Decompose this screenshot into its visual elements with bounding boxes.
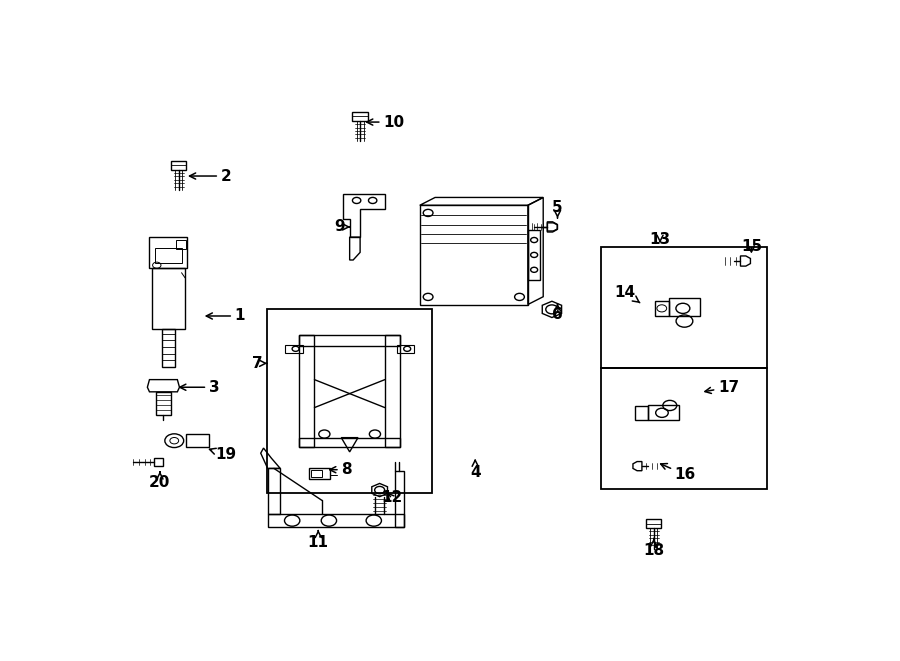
Bar <box>669 298 700 316</box>
Bar <box>601 247 767 368</box>
Text: 15: 15 <box>741 239 762 254</box>
Text: 20: 20 <box>149 472 171 490</box>
Bar <box>528 230 540 280</box>
Bar <box>285 345 302 352</box>
Bar <box>299 335 400 346</box>
Text: 18: 18 <box>644 539 664 558</box>
Text: 6: 6 <box>552 304 562 322</box>
Bar <box>385 335 400 447</box>
Bar <box>151 268 185 329</box>
Bar <box>267 514 404 527</box>
Text: 17: 17 <box>705 380 739 395</box>
Text: 13: 13 <box>650 231 670 247</box>
Bar <box>655 301 669 316</box>
Bar <box>601 368 767 489</box>
Bar <box>162 329 175 367</box>
Text: 12: 12 <box>381 490 402 505</box>
Bar <box>155 248 182 263</box>
Text: 9: 9 <box>334 219 349 235</box>
Bar <box>267 309 432 492</box>
Bar <box>267 469 280 514</box>
Bar <box>353 112 368 121</box>
Bar <box>299 335 314 447</box>
Text: 4: 4 <box>470 460 481 480</box>
Bar <box>176 240 185 249</box>
Bar <box>397 345 414 352</box>
Bar <box>646 519 662 528</box>
Text: 2: 2 <box>190 169 231 184</box>
Text: 8: 8 <box>329 462 352 477</box>
Text: 19: 19 <box>210 447 237 463</box>
Bar <box>299 438 400 447</box>
Bar <box>149 237 187 268</box>
Text: 1: 1 <box>206 309 245 323</box>
Bar <box>171 161 186 170</box>
Text: 16: 16 <box>661 463 696 483</box>
Bar <box>419 206 528 305</box>
Bar <box>648 405 680 420</box>
Text: 5: 5 <box>553 200 562 218</box>
Text: 3: 3 <box>180 380 220 395</box>
Text: 14: 14 <box>615 285 640 303</box>
Bar <box>155 458 163 466</box>
Bar <box>156 392 171 414</box>
Text: 11: 11 <box>308 531 328 550</box>
Text: 10: 10 <box>366 114 404 130</box>
Bar <box>310 468 330 479</box>
Bar <box>394 471 404 527</box>
Bar <box>185 434 210 447</box>
Bar <box>635 406 648 420</box>
Bar <box>311 471 322 477</box>
Text: 7: 7 <box>252 356 266 371</box>
